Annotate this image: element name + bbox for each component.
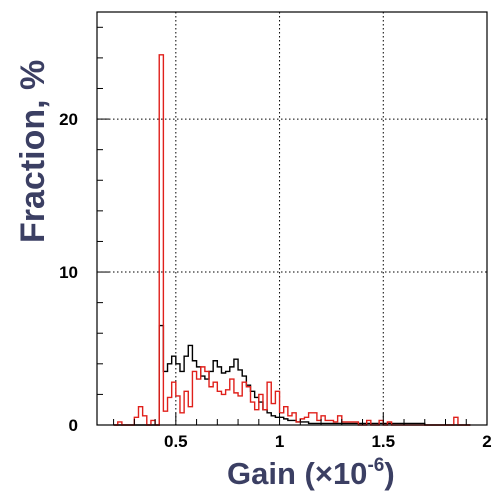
x-axis-title: Gain (×10-6) (227, 455, 395, 491)
x-tick-label: 0.5 (164, 432, 188, 451)
x-axis-title-close: ) (384, 456, 394, 491)
plot-frame (96, 11, 488, 426)
y-tick-label: 20 (59, 110, 78, 129)
y-tick-label: 0 (69, 416, 78, 435)
y-axis-title: Fraction, % (14, 60, 52, 243)
x-tick-label: 1.5 (371, 432, 395, 451)
x-axis-title-main: Gain (×10 (227, 456, 367, 491)
grid-lines (97, 12, 487, 425)
x-tick-label: 1 (275, 432, 284, 451)
y-tick-label: 10 (59, 263, 78, 282)
series-group (113, 54, 471, 426)
x-axis-title-exponent: -6 (367, 455, 384, 476)
x-tick-label: 2 (482, 432, 491, 451)
tick-marks (97, 26, 488, 426)
x-tick-labels: 0.5 1 1.5 2 (164, 432, 492, 451)
y-tick-labels: 0 10 20 (59, 110, 78, 435)
